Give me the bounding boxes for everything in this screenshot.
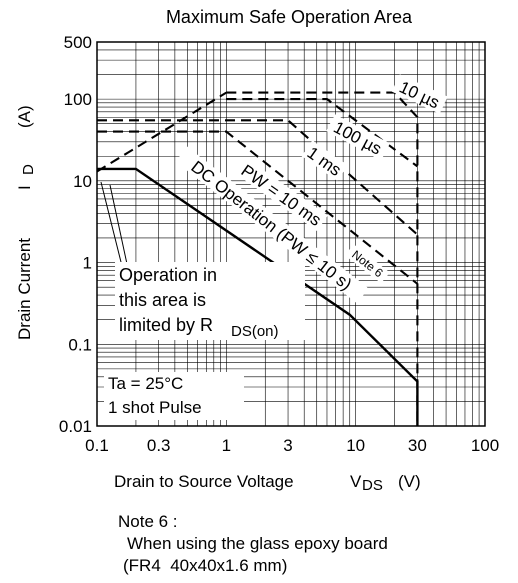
y-tick-label: 500 xyxy=(64,33,92,52)
y-tick-label: 0.1 xyxy=(68,335,92,354)
condition-bg xyxy=(104,372,244,420)
y-tick-label: 10 xyxy=(73,172,92,191)
x-axis-sub: DS xyxy=(362,477,383,494)
grid xyxy=(96,41,486,427)
x-tick-label: 3 xyxy=(283,436,292,455)
y-axis-symbol: I xyxy=(15,185,34,190)
callout-line-text-2: this area is xyxy=(119,290,206,310)
series-line-6 xyxy=(96,91,227,173)
x-tick-label: 100 xyxy=(471,436,499,455)
note-line-2: (FR4 40x40x1.6 mm) xyxy=(123,556,288,575)
x-tick-label: 10 xyxy=(346,436,365,455)
chart-title: Maximum Safe Operation Area xyxy=(166,7,413,27)
label-note-ref-bg xyxy=(345,244,390,284)
series-layer xyxy=(96,91,419,426)
series-line-2 xyxy=(226,98,419,168)
x-tick-label: 1 xyxy=(222,436,231,455)
label-10us-bg xyxy=(391,74,448,114)
callout-line-text-1: Operation in xyxy=(119,265,217,285)
x-axis-title: Drain to Source Voltage xyxy=(114,472,294,491)
label-1ms-bg xyxy=(301,140,348,181)
series-line-5 xyxy=(97,167,419,426)
note-title: Note 6 : xyxy=(118,512,178,531)
x-axis-symbol: V xyxy=(350,472,362,491)
x-tick-label: 0.3 xyxy=(147,436,171,455)
label-100us-bg xyxy=(326,114,390,161)
series-line-4 xyxy=(97,130,419,285)
y-axis-title: Drain Current xyxy=(15,238,34,340)
label-pw10ms-bg xyxy=(235,158,328,231)
note-line-1: When using the glass epoxy board xyxy=(127,534,388,553)
x-axis-unit: (V) xyxy=(398,472,421,491)
plot-frame xyxy=(96,41,486,427)
axis-titles: Drain to Source Voltage V DS (V) Drain Curre… xyxy=(15,105,421,494)
label-dc-operation-bg xyxy=(175,146,369,304)
series-line-3 xyxy=(97,119,419,236)
x-tick-label: 30 xyxy=(408,436,427,455)
y-tick-label: 0.01 xyxy=(59,417,92,436)
callout-rds-sub: DS(on) xyxy=(231,323,279,340)
y-axis-sub: D xyxy=(20,164,37,175)
series-line-1 xyxy=(226,91,419,426)
y-tick-label: 100 xyxy=(64,90,92,109)
condition-ta: Ta = 25°C xyxy=(108,374,183,393)
y-axis-unit: (A) xyxy=(15,105,34,128)
condition-pulse: 1 shot Pulse xyxy=(108,398,202,417)
callout-line-text-3: limited by R xyxy=(119,315,213,335)
x-tick-label: 0.1 xyxy=(85,436,109,455)
y-tick-label: 1 xyxy=(83,254,92,273)
callout-bg xyxy=(115,262,305,340)
